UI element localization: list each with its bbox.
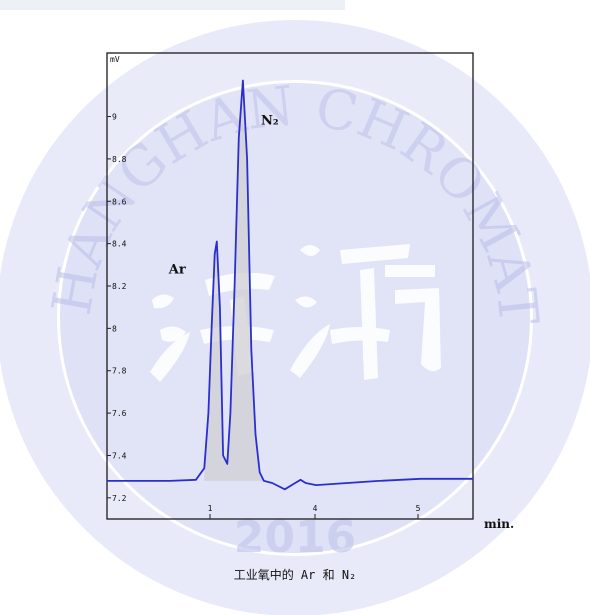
top-strip xyxy=(0,0,345,10)
chromatogram-trace xyxy=(107,79,473,491)
x-tick-label: 1 xyxy=(208,504,213,513)
peak-label: Ar xyxy=(168,263,186,278)
y-tick-label: 8.8 xyxy=(112,155,127,164)
x-axis-ticks: 1 4 5 xyxy=(208,504,421,519)
peak-label: N₂ xyxy=(261,114,279,129)
y-axis-unit: mV xyxy=(110,55,120,64)
peak-area-fill xyxy=(204,80,264,481)
y-tick-label: 7.2 xyxy=(112,494,127,503)
plot-frame xyxy=(106,52,474,520)
watermark-disc xyxy=(60,83,530,553)
y-tick-label: 8.4 xyxy=(112,240,127,249)
x-axis-unit: min. xyxy=(484,517,514,531)
watermark-year: 2016 xyxy=(234,512,356,563)
y-axis-ticks: 9 8.8 8.6 8.4 8.2 8 7.8 7.6 7.4 7.2 xyxy=(107,113,127,503)
y-tick-label: 7.4 xyxy=(112,451,127,460)
y-tick-label: 8.6 xyxy=(112,197,127,206)
y-tick-label: 7.6 xyxy=(112,409,127,418)
watermark-ring xyxy=(0,20,590,615)
figure-caption: 工业氧中的 Ar 和 N₂ xyxy=(233,568,357,582)
x-tick-label: 5 xyxy=(416,504,421,513)
y-tick-label: 7.8 xyxy=(112,367,127,376)
peak-labels: Ar N₂ xyxy=(168,114,279,278)
y-tick-label: 9 xyxy=(112,113,117,122)
y-tick-label: 8 xyxy=(112,324,117,333)
x-tick-label: 4 xyxy=(313,504,318,513)
y-tick-label: 8.2 xyxy=(112,282,127,291)
